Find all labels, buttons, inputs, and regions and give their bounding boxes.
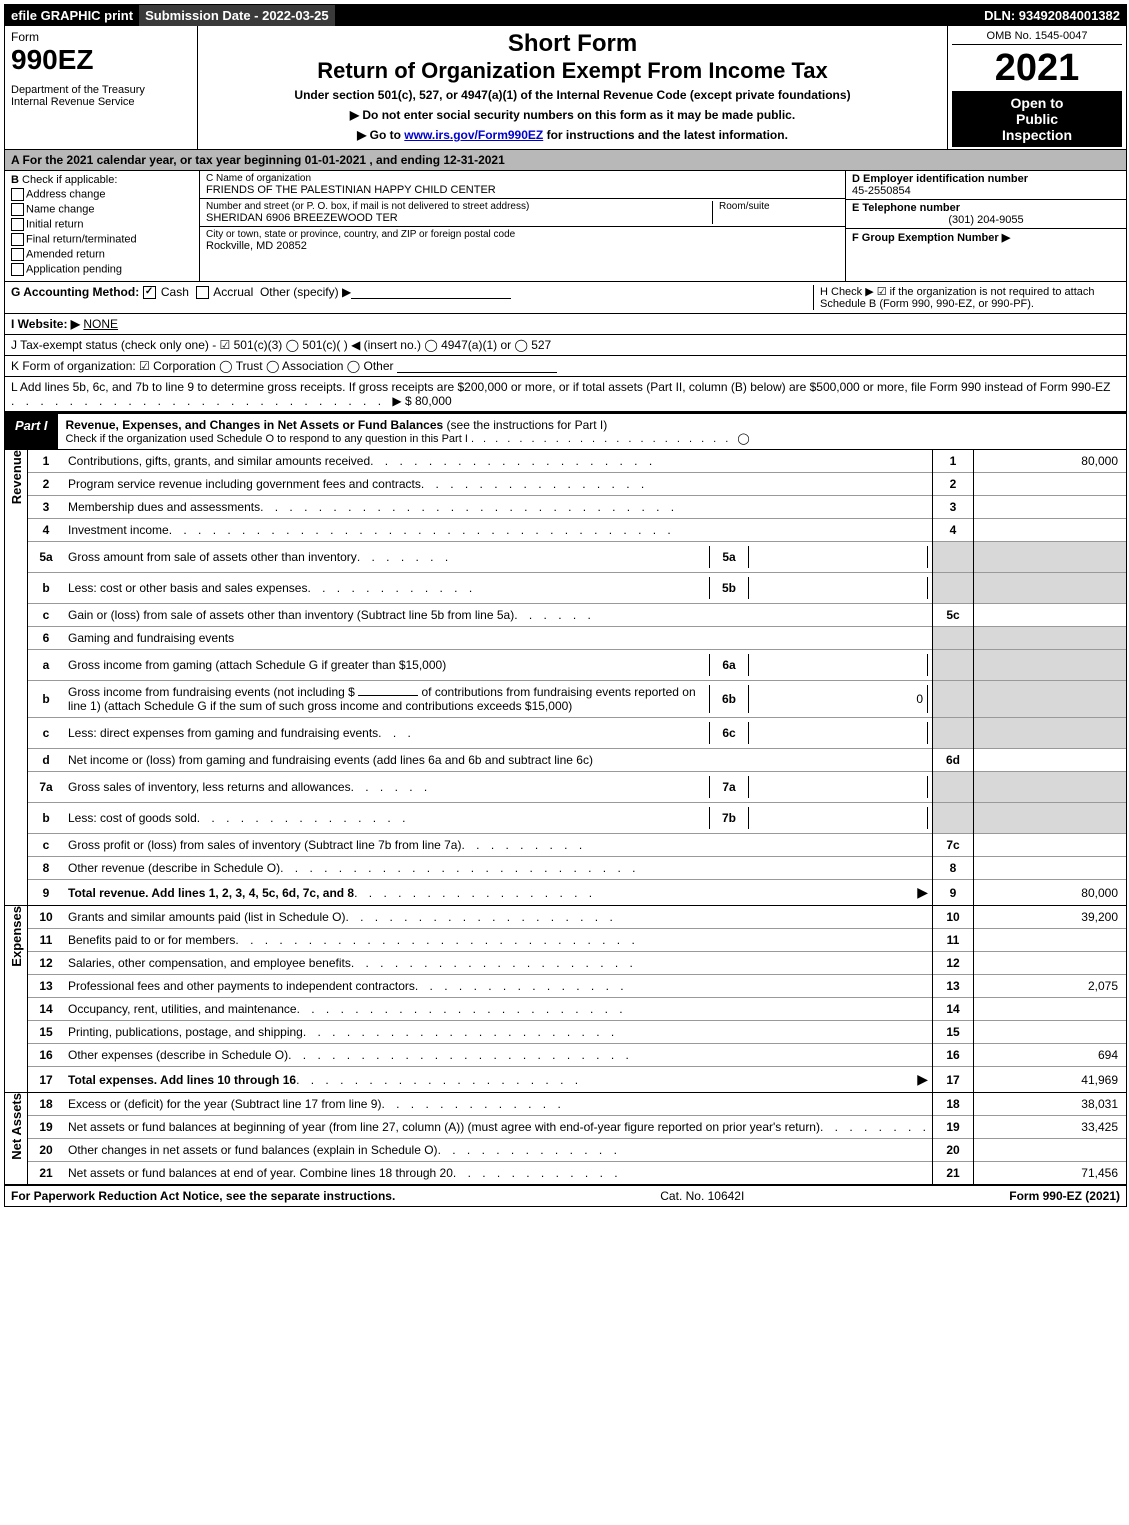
line-3: 3Membership dues and assessments . . . .… — [28, 496, 1126, 519]
irs-link[interactable]: www.irs.gov/Form990EZ — [404, 128, 543, 142]
header-center: Short Form Return of Organization Exempt… — [198, 26, 947, 149]
d-ein-label: D Employer identification number — [852, 173, 1120, 185]
row-j: J Tax-exempt status (check only one) - ☑… — [5, 335, 1126, 356]
line-17: 17Total expenses. Add lines 10 through 1… — [28, 1067, 1126, 1093]
main-title: Return of Organization Exempt From Incom… — [206, 58, 939, 84]
line-5a: 5aGross amount from sale of assets other… — [28, 542, 1126, 573]
part1-title: Revenue, Expenses, and Changes in Net As… — [66, 418, 444, 432]
subtitle-sections: Under section 501(c), 527, or 4947(a)(1)… — [206, 88, 939, 102]
row-k: K Form of organization: ☑ Corporation ◯ … — [5, 356, 1126, 377]
line-6: 6Gaming and fundraising events — [28, 627, 1126, 650]
row-a-tax-year: A For the 2021 calendar year, or tax yea… — [5, 150, 1126, 171]
footer-left: For Paperwork Reduction Act Notice, see … — [11, 1189, 395, 1203]
part1-schedule-o-cb[interactable]: ◯ — [737, 433, 749, 445]
header-row: Form 990EZ Department of the Treasury In… — [5, 26, 1126, 150]
netassets-label: Net Assets — [5, 1093, 28, 1184]
revenue-label: Revenue — [5, 450, 28, 905]
line-5c: cGain or (loss) from sale of assets othe… — [28, 604, 1126, 627]
line-6b: bGross income from fundraising events (n… — [28, 681, 1126, 718]
top-bar: efile GRAPHIC print Submission Date - 20… — [5, 5, 1126, 26]
expenses-label: Expenses — [5, 906, 28, 1092]
footer-row: For Paperwork Reduction Act Notice, see … — [5, 1186, 1126, 1206]
cb-amended-return[interactable]: Amended return — [11, 248, 193, 261]
i-website: NONE — [83, 317, 483, 331]
line-19: 19Net assets or fund balances at beginni… — [28, 1116, 1126, 1139]
line-15: 15Printing, publications, postage, and s… — [28, 1021, 1126, 1044]
line-18: 18Excess or (deficit) for the year (Subt… — [28, 1093, 1126, 1116]
line-21: 21Net assets or fund balances at end of … — [28, 1162, 1126, 1185]
line-14: 14Occupancy, rent, utilities, and mainte… — [28, 998, 1126, 1021]
cb-name-change[interactable]: Name change — [11, 203, 193, 216]
part1-header: Part I Revenue, Expenses, and Changes in… — [5, 412, 1126, 450]
g-label: G Accounting Method: — [11, 285, 139, 299]
line-6a: aGross income from gaming (attach Schedu… — [28, 650, 1126, 681]
part1-tag: Part I — [5, 414, 58, 449]
cb-initial-return[interactable]: Initial return — [11, 218, 193, 231]
d-ein: 45-2550854 — [852, 185, 1120, 197]
line-9: 9Total revenue. Add lines 1, 2, 3, 4, 5c… — [28, 880, 1126, 906]
ssn-warning: ▶ Do not enter social security numbers o… — [206, 108, 939, 122]
line-1: 1Contributions, gifts, grants, and simil… — [28, 450, 1126, 473]
footer-right: Form 990-EZ (2021) — [1009, 1189, 1120, 1203]
submission-date: Submission Date - 2022-03-25 — [139, 5, 335, 26]
c-name-label: C Name of organization — [206, 173, 839, 184]
c-street-label: Number and street (or P. O. box, if mail… — [206, 201, 712, 212]
line-7c: cGross profit or (loss) from sales of in… — [28, 834, 1126, 857]
short-form-title: Short Form — [206, 30, 939, 58]
header-left: Form 990EZ Department of the Treasury In… — [5, 26, 198, 149]
c-city: Rockville, MD 20852 — [206, 240, 839, 252]
line-2: 2Program service revenue including gover… — [28, 473, 1126, 496]
cb-address-change[interactable]: Address change — [11, 188, 193, 201]
line-7b: bLess: cost of goods sold . . . . . . . … — [28, 803, 1126, 834]
footer-catno: Cat. No. 10642I — [395, 1189, 1009, 1203]
c-city-label: City or town, state or province, country… — [206, 229, 839, 240]
e-phone-label: E Telephone number — [852, 202, 1120, 214]
open-inspection: Open to Public Inspection — [952, 91, 1122, 147]
expenses-section: Expenses 10Grants and similar amounts pa… — [5, 906, 1126, 1093]
cb-final-return[interactable]: Final return/terminated — [11, 233, 193, 246]
h-text: H Check ▶ ☑ if the organization is not r… — [813, 285, 1120, 310]
revenue-section: Revenue 1Contributions, gifts, grants, a… — [5, 450, 1126, 906]
col-b-checkboxes: B Check if applicable: Address change Na… — [5, 171, 200, 281]
dept-irs: Internal Revenue Service — [11, 96, 191, 108]
line-12: 12Salaries, other compensation, and empl… — [28, 952, 1126, 975]
header-right: OMB No. 1545-0047 2021 Open to Public In… — [947, 26, 1126, 149]
tax-year: 2021 — [952, 45, 1122, 91]
f-group-label: F Group Exemption Number ▶ — [852, 231, 1120, 244]
line-8: 8Other revenue (describe in Schedule O) … — [28, 857, 1126, 880]
g-cash-cb[interactable] — [143, 286, 156, 299]
efile-label: efile GRAPHIC print — [5, 5, 139, 26]
l-amount: 80,000 — [415, 394, 452, 408]
omb-number: OMB No. 1545-0047 — [952, 28, 1122, 45]
form-container: efile GRAPHIC print Submission Date - 20… — [4, 4, 1127, 1207]
line-5b: bLess: cost or other basis and sales exp… — [28, 573, 1126, 604]
form-number: 990EZ — [11, 44, 191, 76]
line-20: 20Other changes in net assets or fund ba… — [28, 1139, 1126, 1162]
col-c-org-info: C Name of organization FRIENDS OF THE PA… — [200, 171, 845, 281]
row-i: I Website: ▶ NONE — [5, 314, 1126, 335]
line-7a: 7aGross sales of inventory, less returns… — [28, 772, 1126, 803]
line-4: 4Investment income . . . . . . . . . . .… — [28, 519, 1126, 542]
dept-treasury: Department of the Treasury — [11, 84, 191, 96]
form-word: Form — [11, 30, 191, 44]
c-org-name: FRIENDS OF THE PALESTINIAN HAPPY CHILD C… — [206, 184, 839, 196]
line-11: 11Benefits paid to or for members . . . … — [28, 929, 1126, 952]
line-6d: dNet income or (loss) from gaming and fu… — [28, 749, 1126, 772]
e-phone: (301) 204-9055 — [852, 214, 1120, 226]
c-street: SHERIDAN 6906 BREEZEWOOD TER — [206, 212, 712, 224]
netassets-section: Net Assets 18Excess or (deficit) for the… — [5, 1093, 1126, 1186]
c-room-label: Room/suite — [719, 201, 839, 212]
line-10: 10Grants and similar amounts paid (list … — [28, 906, 1126, 929]
row-l: L Add lines 5b, 6c, and 7b to line 9 to … — [5, 377, 1126, 412]
cb-application-pending[interactable]: Application pending — [11, 263, 193, 276]
section-bcdef: B Check if applicable: Address change Na… — [5, 171, 1126, 282]
g-accrual-cb[interactable] — [196, 286, 209, 299]
col-def: D Employer identification number 45-2550… — [845, 171, 1126, 281]
dln-label: DLN: 93492084001382 — [978, 5, 1126, 26]
row-gh: G Accounting Method: Cash Accrual Other … — [5, 282, 1126, 314]
line-6c: cLess: direct expenses from gaming and f… — [28, 718, 1126, 749]
line-13: 13Professional fees and other payments t… — [28, 975, 1126, 998]
goto-line: ▶ Go to www.irs.gov/Form990EZ for instru… — [206, 128, 939, 142]
line-16: 16Other expenses (describe in Schedule O… — [28, 1044, 1126, 1067]
